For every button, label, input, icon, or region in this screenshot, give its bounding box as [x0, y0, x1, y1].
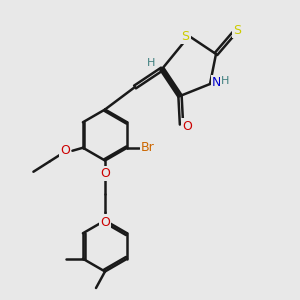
- Text: N: N: [212, 76, 221, 89]
- Text: O: O: [183, 119, 192, 133]
- Text: S: S: [182, 29, 189, 43]
- Text: S: S: [233, 23, 241, 37]
- Text: H: H: [221, 76, 229, 86]
- Text: O: O: [60, 144, 70, 157]
- Text: O: O: [100, 167, 110, 180]
- Text: Br: Br: [141, 141, 155, 154]
- Text: O: O: [100, 215, 110, 229]
- Text: H: H: [147, 58, 156, 68]
